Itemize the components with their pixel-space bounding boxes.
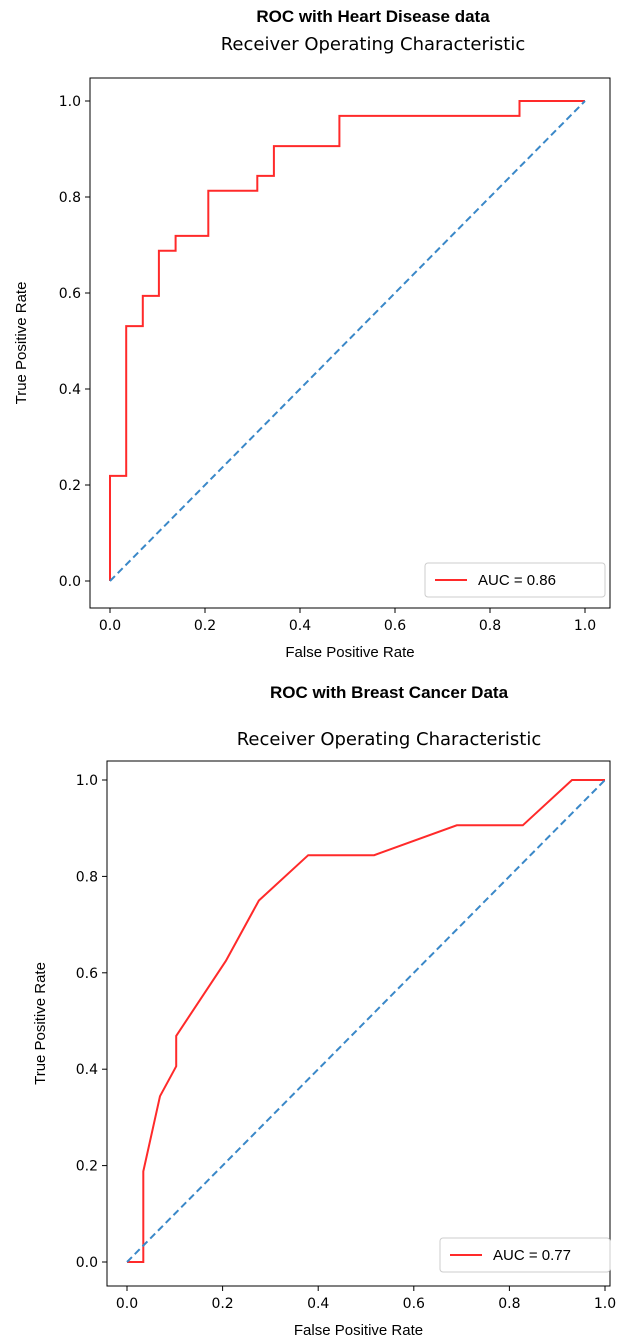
plot-frame (89, 77, 611, 609)
x-tick-label: 0.0 (99, 618, 121, 634)
y-tick-label: 0.8 (59, 190, 81, 206)
y-tick-label: 0.4 (76, 1062, 98, 1078)
chart-title: Receiver Operating Characteristic (237, 729, 542, 750)
x-tick-label: 0.6 (384, 618, 406, 634)
x-tick-label: 0.4 (289, 618, 311, 634)
x-tick-label: 1.0 (594, 1296, 616, 1312)
roc-curve-line (109, 100, 585, 581)
roc-curve-line (127, 779, 605, 1263)
legend-label: AUC = 0.77 (493, 1247, 571, 1264)
y-tick-label: 0.6 (76, 966, 98, 982)
legend: AUC = 0.77 (439, 1237, 611, 1273)
plot-frame (106, 760, 611, 1287)
chance-diagonal-line (109, 100, 586, 582)
y-tick-label: 0.0 (76, 1255, 98, 1271)
y-tick-label: 0.6 (59, 286, 81, 302)
y-tick-label: 0.4 (59, 382, 81, 398)
x-tick-label: 0.2 (194, 618, 216, 634)
y-tick-label: 1.0 (59, 94, 81, 110)
x-tick-label: 0.0 (116, 1296, 138, 1312)
chart-suptitle: ROC with Breast Cancer Data (270, 683, 509, 702)
chance-diagonal-line (126, 779, 606, 1263)
x-tick-label: 0.2 (211, 1296, 233, 1312)
chart-panel-1: ROC with Heart Disease data Receiver Oper… (13, 7, 611, 661)
y-tick-label: 0.2 (59, 478, 81, 494)
y-tick-label: 0.2 (76, 1159, 98, 1175)
legend-box (424, 562, 606, 598)
x-tick-label: 0.8 (498, 1296, 520, 1312)
chart-title: Receiver Operating Characteristic (221, 34, 526, 55)
y-tick-label: 1.0 (76, 773, 98, 789)
legend: AUC = 0.86 (424, 562, 606, 598)
x-tick-label: 0.4 (307, 1296, 329, 1312)
y-axis-label: True Positive Rate (32, 962, 49, 1085)
chart-panel-2: ROC with Breast Cancer Data Receiver Oper… (32, 683, 616, 1339)
chart-suptitle: ROC with Heart Disease data (256, 7, 490, 26)
y-tick-label: 0.0 (59, 574, 81, 590)
legend-label: AUC = 0.86 (478, 572, 556, 589)
x-axis-label: False Positive Rate (294, 1322, 423, 1339)
legend-box (439, 1237, 611, 1273)
y-tick-label: 0.8 (76, 869, 98, 885)
x-axis-label: False Positive Rate (285, 644, 414, 661)
x-tick-label: 1.0 (574, 618, 596, 634)
y-axis-label: True Positive Rate (13, 282, 30, 405)
x-tick-label: 0.8 (479, 618, 501, 634)
x-tick-label: 0.6 (403, 1296, 425, 1312)
